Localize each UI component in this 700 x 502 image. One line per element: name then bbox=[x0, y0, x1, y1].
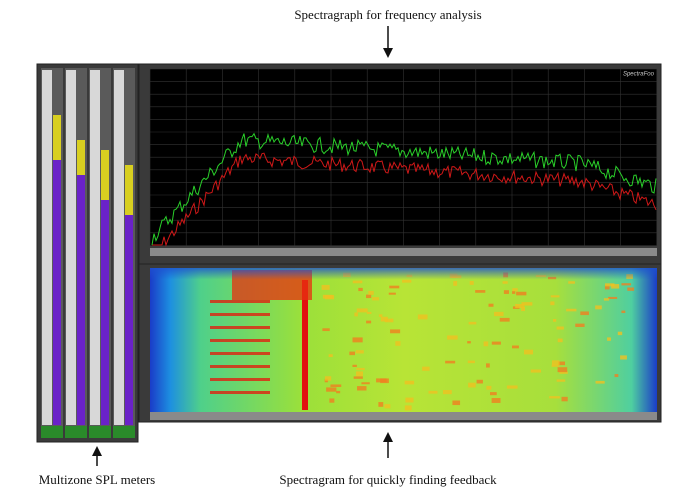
freq-ruler bbox=[150, 412, 657, 420]
meter-bar bbox=[53, 160, 61, 425]
meter-peak bbox=[101, 150, 109, 200]
annotation: Spectragram for quickly finding feedback bbox=[279, 472, 497, 487]
spectrogram-shade bbox=[150, 268, 657, 412]
annotation: Spectragraph for frequency analysis bbox=[294, 7, 481, 22]
meter-peak bbox=[77, 140, 85, 175]
traces bbox=[151, 132, 657, 247]
meter-scale bbox=[90, 70, 100, 425]
arrow-head bbox=[383, 432, 393, 442]
meter-peak bbox=[125, 165, 133, 215]
meter-bar bbox=[77, 175, 85, 425]
meter-footer bbox=[41, 426, 63, 438]
arrow-head bbox=[92, 446, 102, 456]
meter-scale bbox=[42, 70, 52, 425]
meter-scale bbox=[66, 70, 76, 425]
meter-footer bbox=[89, 426, 111, 438]
trace bbox=[152, 152, 657, 247]
meter-scale bbox=[114, 70, 124, 425]
arrow-head bbox=[383, 48, 393, 58]
meter-bar bbox=[125, 215, 133, 425]
meter-bar bbox=[101, 200, 109, 425]
meter-peak bbox=[53, 115, 61, 160]
meter-footer bbox=[113, 426, 135, 438]
brand: SpectraFoo bbox=[623, 72, 655, 78]
meters bbox=[41, 68, 135, 438]
grid bbox=[149, 68, 658, 246]
trace bbox=[151, 132, 657, 246]
annotation: Multizone SPL meters bbox=[39, 472, 156, 487]
meter-footer bbox=[65, 426, 87, 438]
freq-ruler bbox=[150, 248, 657, 256]
